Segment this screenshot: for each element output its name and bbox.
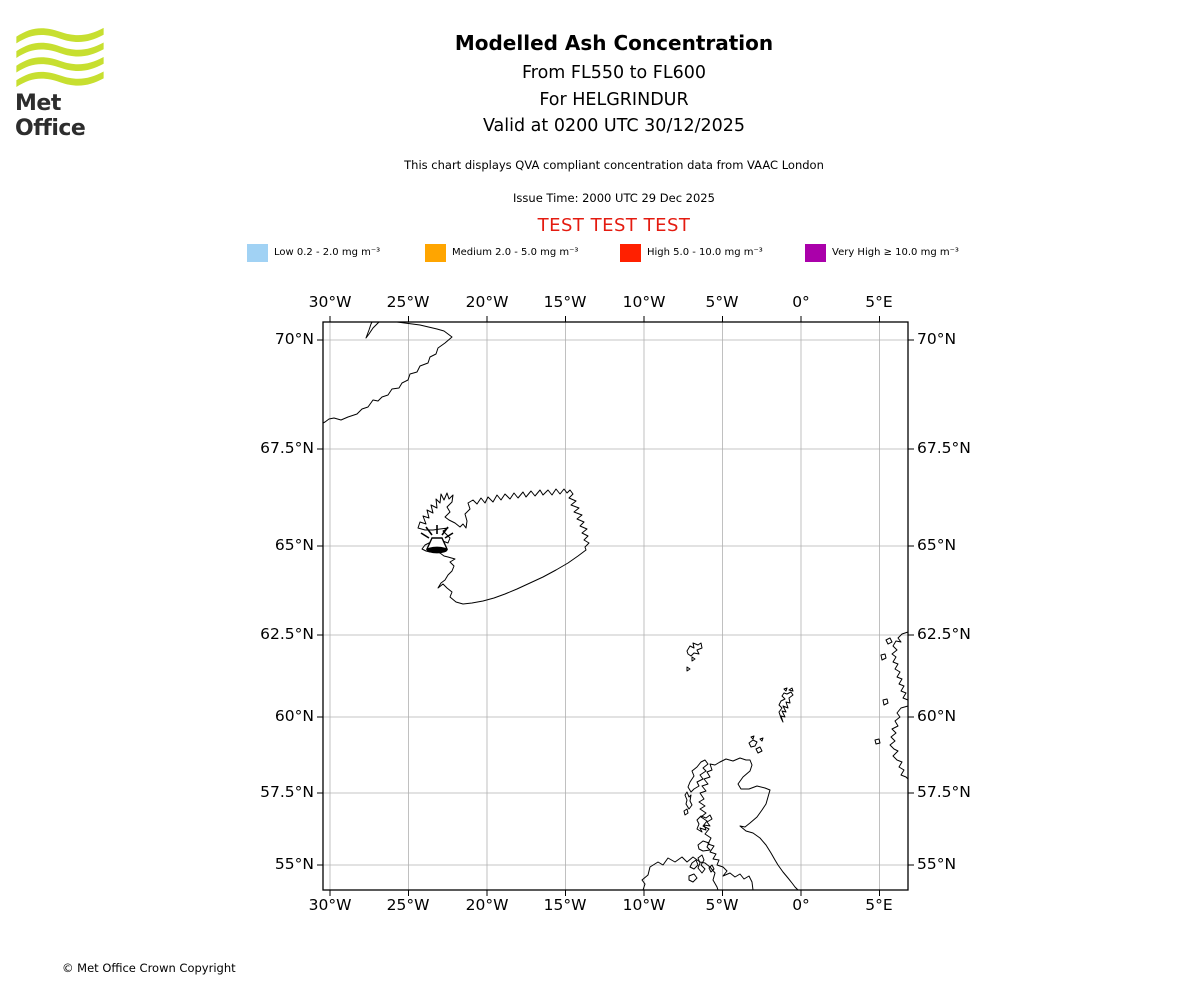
lon-tick-bottom: 5°W — [705, 896, 739, 914]
coastline-norway — [874, 631, 909, 780]
subtitle-valid-time: Valid at 0200 UTC 30/12/2025 — [482, 116, 746, 136]
met-office-logo-text: Met Office — [15, 91, 86, 141]
lon-tick-bottom: 25°W — [386, 896, 430, 914]
coastline-greenland-fjord — [365, 321, 380, 339]
lon-tick-bottom: 15°W — [543, 896, 587, 914]
lon-tick-bottom: 20°W — [465, 896, 509, 914]
legend-label-high: High 5.0 - 10.0 mg m⁻³ — [647, 247, 763, 258]
map-gridlines — [323, 322, 908, 890]
lat-tick-right: 70°N — [917, 330, 957, 348]
lon-tick-top: 5°E — [865, 293, 893, 311]
lat-tick-left: 62.5°N — [260, 625, 314, 643]
copyright-notice: © Met Office Crown Copyright — [62, 961, 236, 975]
coastline-islay — [689, 859, 699, 870]
lat-tick-left: 55°N — [274, 855, 314, 873]
lon-tick-top: 5°W — [705, 293, 739, 311]
lon-tick-top: 25°W — [386, 293, 430, 311]
coastline-ireland — [641, 856, 719, 891]
coastline-skye — [696, 814, 713, 833]
lon-tick-bottom: 0° — [792, 896, 810, 914]
map-canvas — [317, 316, 914, 896]
subtitle-flight-levels: From FL550 to FL600 — [521, 63, 707, 83]
coastline-mull — [697, 840, 711, 852]
page-title: Modelled Ash Concentration — [454, 31, 774, 55]
lat-tick-right: 67.5°N — [917, 439, 971, 457]
lat-tick-left: 70°N — [274, 330, 314, 348]
lat-tick-right: 60°N — [917, 707, 957, 725]
met-office-waves-icon — [16, 27, 104, 88]
legend-swatch-medium — [425, 244, 446, 262]
lon-tick-bottom: 30°W — [308, 896, 352, 914]
lat-tick-left: 65°N — [274, 536, 314, 554]
lat-tick-left: 60°N — [274, 707, 314, 725]
lat-tick-right: 55°N — [917, 855, 957, 873]
lat-tick-right: 65°N — [917, 536, 957, 554]
lon-tick-top: 30°W — [308, 293, 352, 311]
map-frame — [322, 321, 909, 891]
test-banner: TEST TEST TEST — [537, 215, 691, 236]
coastline-jura — [697, 854, 706, 874]
coastline-britain-east — [719, 757, 799, 891]
coastline-hebrides — [683, 759, 709, 816]
legend-swatch-high — [620, 244, 641, 262]
met-office-logo: Met Office — [15, 25, 125, 141]
lat-tick-right: 57.5°N — [917, 783, 971, 801]
lat-tick-right: 62.5°N — [917, 625, 971, 643]
volcano-marker-icon — [420, 525, 454, 554]
qva-compliance-note: This chart displays QVA compliant concen… — [404, 158, 824, 172]
coastline-greenland — [322, 321, 453, 424]
lon-tick-top: 15°W — [543, 293, 587, 311]
legend-swatch-low — [247, 244, 268, 262]
legend-label-very-high: Very High ≥ 10.0 mg m⁻³ — [832, 247, 959, 258]
lough-neagh — [688, 873, 698, 883]
coastline-britain-west — [698, 761, 754, 891]
coastline-orkney — [748, 735, 764, 754]
coastlines — [322, 321, 909, 891]
legend-label-medium: Medium 2.0 - 5.0 mg m⁻³ — [452, 247, 579, 258]
coastline-iceland — [417, 488, 590, 605]
legend-swatch-very-high — [805, 244, 826, 262]
lon-tick-top: 0° — [792, 293, 810, 311]
coastline-faroe-islands — [686, 642, 703, 672]
coastline-shetland — [778, 687, 794, 723]
coastline-arran — [708, 864, 715, 873]
lon-tick-top: 20°W — [465, 293, 509, 311]
lon-tick-top: 10°W — [622, 293, 666, 311]
lat-tick-left: 57.5°N — [260, 783, 314, 801]
subtitle-volcano: For HELGRINDUR — [539, 90, 689, 110]
lon-tick-bottom: 10°W — [622, 896, 666, 914]
axis-ticks — [317, 316, 914, 896]
legend-label-low: Low 0.2 - 2.0 mg m⁻³ — [274, 247, 381, 258]
lon-tick-bottom: 5°E — [865, 896, 893, 914]
issue-time: Issue Time: 2000 UTC 29 Dec 2025 — [513, 191, 715, 205]
lat-tick-left: 67.5°N — [260, 439, 314, 457]
